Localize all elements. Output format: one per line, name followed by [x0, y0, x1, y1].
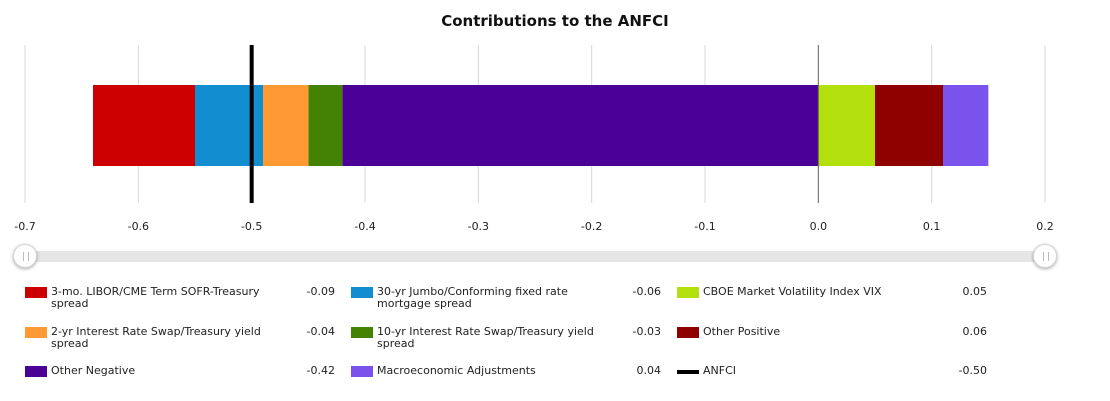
range-slider-max-handle[interactable] — [1033, 244, 1057, 268]
x-tick-label: -0.6 — [128, 220, 149, 233]
bar-segment-10-yr-interest-rate-swap-treasury-yield-spread[interactable] — [308, 85, 343, 166]
legend-item[interactable]: Macroeconomic Adjustments 0.04 — [351, 365, 661, 401]
x-tick-label: 0.0 — [810, 220, 828, 233]
x-tick-label: -0.3 — [468, 220, 489, 233]
range-slider-track[interactable] — [25, 251, 1045, 262]
x-tick-label: -0.2 — [581, 220, 602, 233]
legend-color-swatch — [351, 366, 373, 377]
x-tick-label: -0.4 — [354, 220, 375, 233]
legend-value: -0.42 — [306, 364, 335, 377]
bar-segment-3-mo-libor-cme-term-sofr-treasury-spread[interactable] — [93, 85, 195, 166]
legend-item[interactable]: Other Positive 0.06 — [677, 326, 987, 362]
legend-label: 30-yr Jumbo/Conforming fixed rate mortga… — [377, 285, 568, 310]
legend-label: ANFCI — [703, 364, 737, 377]
x-tick-label: -0.7 — [14, 220, 35, 233]
legend-value: -0.50 — [958, 364, 987, 377]
legend-color-swatch — [351, 287, 373, 298]
bar-segment-macroeconomic-adjustments[interactable] — [943, 85, 989, 166]
range-slider-min-handle[interactable] — [13, 244, 37, 268]
bar-segment-other-positive[interactable] — [875, 85, 943, 166]
legend-label: Macroeconomic Adjustments — [377, 364, 536, 377]
legend-value: 0.05 — [962, 285, 988, 298]
x-tick-label: -0.5 — [241, 220, 262, 233]
legend-item[interactable]: 2-yr Interest Rate Swap/Treasury yield s… — [25, 326, 335, 362]
bar-segment-cboe-market-volatility-index-vix[interactable] — [818, 85, 875, 166]
x-tick-label: 0.2 — [1036, 220, 1054, 233]
legend-value: -0.04 — [306, 325, 335, 338]
legend-label: Other Positive — [703, 325, 781, 338]
legend-color-swatch — [677, 287, 699, 298]
grip-icon — [23, 252, 29, 261]
bar-segment-2-yr-interest-rate-swap-treasury-yield-spread[interactable] — [263, 85, 309, 166]
legend-line-swatch — [677, 370, 699, 374]
legend-label: Other Negative — [51, 364, 136, 377]
legend-color-swatch — [25, 287, 47, 298]
legend-color-swatch — [25, 366, 47, 377]
legend-label: 10-yr Interest Rate Swap/Treasury yield … — [377, 325, 594, 350]
legend-label: 2-yr Interest Rate Swap/Treasury yield s… — [51, 325, 261, 350]
bar-segment-other-negative[interactable] — [342, 85, 819, 166]
legend-value: -0.09 — [306, 285, 335, 298]
legend-color-swatch — [25, 327, 47, 338]
x-tick-label: -0.1 — [694, 220, 715, 233]
legend-label: CBOE Market Volatility Index VIX — [703, 285, 882, 298]
grip-icon — [1043, 252, 1049, 261]
legend-color-swatch — [351, 327, 373, 338]
legend-item[interactable]: 3-mo. LIBOR/CME Term SOFR-Treasury sprea… — [25, 286, 335, 322]
legend-item[interactable]: 10-yr Interest Rate Swap/Treasury yield … — [351, 326, 661, 362]
legend-color-swatch — [677, 327, 699, 338]
legend-item[interactable]: CBOE Market Volatility Index VIX 0.05 — [677, 286, 987, 322]
legend-label: 3-mo. LIBOR/CME Term SOFR-Treasury sprea… — [51, 285, 260, 310]
chart-plot: -0.7 -0.6 -0.5 -0.4 -0.3 -0.2 -0.1 0.0 0.1 0.2 — [14, 45, 1054, 233]
legend-item[interactable]: 30-yr Jumbo/Conforming fixed rate mortga… — [351, 286, 661, 322]
legend-value: -0.03 — [632, 325, 661, 338]
legend-item[interactable]: Other Negative -0.42 — [25, 365, 335, 401]
legend-value: 0.04 — [636, 364, 662, 377]
chart-title: Contributions to the ANFCI — [441, 12, 669, 30]
x-tick-label: 0.1 — [923, 220, 941, 233]
legend-item[interactable]: ANFCI -0.50 — [677, 365, 987, 401]
legend-value: 0.06 — [962, 325, 988, 338]
legend-value: -0.06 — [632, 285, 661, 298]
